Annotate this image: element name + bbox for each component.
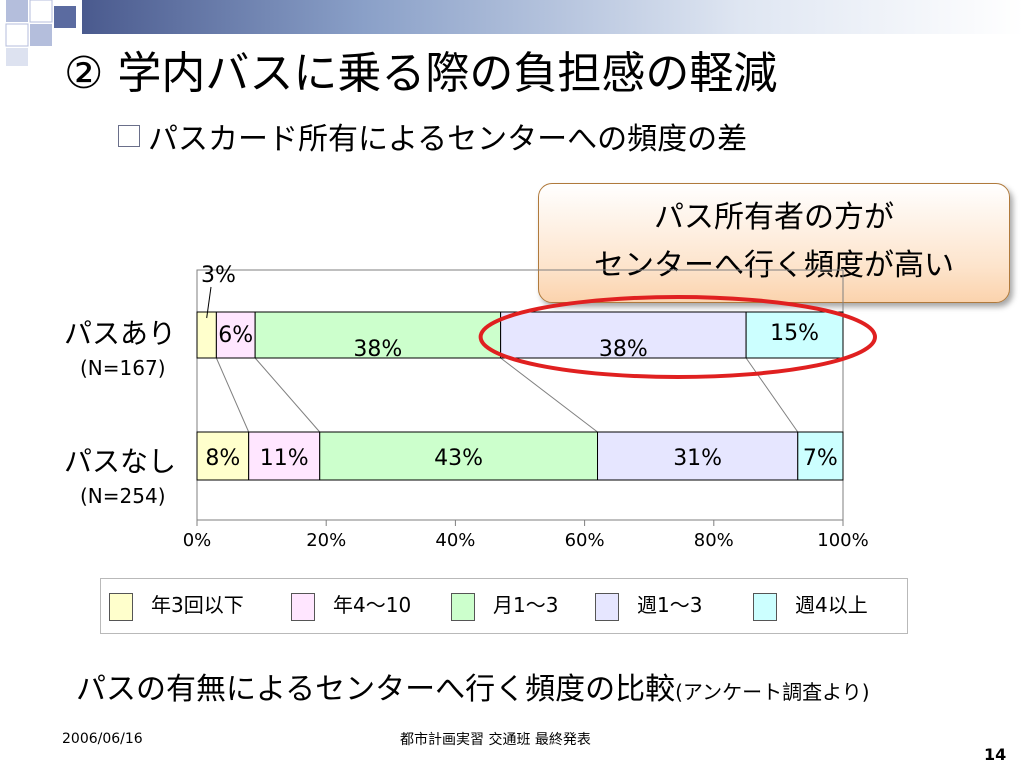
x-tick-label-6: 100% xyxy=(817,530,868,551)
legend-label-4: 週1～3 xyxy=(637,593,703,617)
category-n-pass-yes: (N=167) xyxy=(80,356,166,380)
legend-swatch-2 xyxy=(291,592,315,621)
stacked-bar-chart: 3% 6% 38% 38% 15% 8% 11% 43% 31% 7% 0% 20% 40% 60% 80… xyxy=(183,263,877,551)
category-label-pass-no: パスなし xyxy=(64,445,177,478)
legend-item-3: 月1～3 xyxy=(451,591,558,621)
x-tick-label-3: 40% xyxy=(435,530,475,551)
category-n-pass-no: (N=254) xyxy=(80,484,166,508)
legend-label-3: 月1～3 xyxy=(493,593,559,617)
bar-segment-2-2 xyxy=(248,431,321,481)
highlight-ellipse xyxy=(478,295,877,379)
data-label-2-3: 43% xyxy=(434,446,483,471)
bar-segment-1-5 xyxy=(745,311,844,359)
bar-segment-1-1 xyxy=(196,311,217,359)
footer-title: 都市計画実習 交通班 最終発表 xyxy=(400,732,591,748)
bar-segment-1-3 xyxy=(254,311,502,359)
legend-swatch-5 xyxy=(753,592,777,621)
chart-legend: 年3回以下 年4～10 月1～3 週1～3 週4以上 xyxy=(100,578,908,634)
connector-line-2 xyxy=(254,357,321,433)
x-tick-label-4: 60% xyxy=(565,530,605,551)
data-label-2-4: 31% xyxy=(673,446,722,471)
leader-line-1-1 xyxy=(206,286,212,319)
x-tick-label-2: 20% xyxy=(306,530,346,551)
legend-swatch-3 xyxy=(451,592,475,621)
legend-label-2: 年4～10 xyxy=(333,593,412,617)
legend-item-1: 年3回以下 xyxy=(109,591,244,621)
connector-line-3 xyxy=(500,357,598,433)
page-number: 14 xyxy=(984,745,1007,764)
connector-line-4 xyxy=(745,357,799,433)
legend-item-4: 週1～3 xyxy=(595,591,702,621)
data-label-2-1: 8% xyxy=(205,446,240,471)
connector-line-1 xyxy=(215,357,250,433)
callout-line-1: パス所有者の方が xyxy=(654,200,894,235)
bar-segment-2-3 xyxy=(319,431,599,481)
legend-item-5: 週4以上 xyxy=(753,591,868,621)
x-tick-label-5: 80% xyxy=(694,530,734,551)
data-label-2-2: 11% xyxy=(260,446,309,471)
data-label-1-3: 38% xyxy=(353,337,402,362)
legend-label-1: 年3回以下 xyxy=(151,593,244,617)
callout-box: パス所有者の方が センターへ行く頻度が高い xyxy=(538,183,1010,303)
bar-segment-2-1 xyxy=(196,431,250,481)
square-bullet-icon xyxy=(118,125,140,147)
data-label-2-5: 7% xyxy=(803,446,838,471)
slide-title: ② 学内バスに乗る際の負担感の軽減 xyxy=(64,48,778,99)
footer-date: 2006/06/16 xyxy=(62,731,143,747)
legend-swatch-1 xyxy=(109,592,133,621)
bar-segment-1-4 xyxy=(500,311,747,359)
x-tick-label-1: 0% xyxy=(183,530,212,551)
plot-area-frame xyxy=(196,269,844,521)
legend-item-2: 年4～10 xyxy=(291,591,411,621)
caption-main: パスの有無によるセンターへ行く頻度の比較 xyxy=(76,672,676,707)
data-label-1-1: 3% xyxy=(201,263,236,288)
chart-caption: パスの有無によるセンターへ行く頻度の比較(アンケート調査より) xyxy=(76,664,870,708)
callout-line-2: センターへ行く頻度が高い xyxy=(594,248,954,283)
data-label-1-2: 6% xyxy=(218,323,253,348)
header-decoration-bar xyxy=(82,0,1024,34)
subtitle-text: パスカード所有によるセンターへの頻度の差 xyxy=(148,122,748,157)
corner-squares-decoration xyxy=(5,0,76,66)
category-label-pass-yes: パスあり xyxy=(64,317,177,350)
data-label-1-5: 15% xyxy=(770,321,819,346)
caption-note: (アンケート調査より) xyxy=(675,680,870,704)
legend-swatch-4 xyxy=(595,592,619,621)
bar-segment-2-5 xyxy=(797,431,844,481)
slide-subtitle: パスカード所有によるセンターへの頻度の差 xyxy=(118,118,747,162)
data-label-1-4: 38% xyxy=(599,337,648,362)
legend-label-5: 週4以上 xyxy=(795,593,868,617)
bar-segment-2-4 xyxy=(597,431,799,481)
